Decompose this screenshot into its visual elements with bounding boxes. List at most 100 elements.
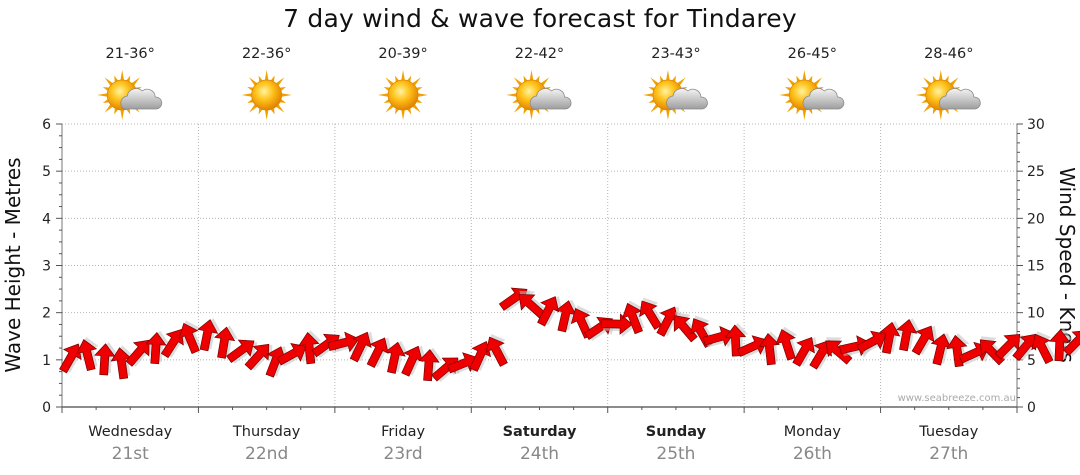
right-tick-label: 15 [1027,259,1045,275]
sun-ray [395,108,400,115]
wind-arrow [758,331,782,366]
cloud-shape [802,88,845,110]
sun-ray [650,77,659,86]
sun-ray [921,86,928,91]
wind-arrow-shape [621,302,643,335]
sun-ray [513,104,523,113]
sun-ray [279,86,287,91]
sun-ray [535,108,540,115]
temperature-range: 26-45° [788,46,837,62]
sun-ray [666,70,670,81]
sun-ray [248,104,258,113]
wind-arrow-shape [994,333,1021,360]
day-label: Wednesday [88,424,172,440]
wind-arrow [896,318,921,352]
day-date: 22nd [245,444,288,464]
day-label: Friday [381,424,425,440]
sun-ray [104,77,113,86]
wind-arrow-shape [384,341,406,374]
day-date: 26th [793,444,832,464]
wind-arrow-shape [94,343,116,376]
cloud-shape [120,88,163,110]
right-tick-label: 10 [1027,306,1045,322]
sun-ray [523,75,528,82]
wind-arrow [125,339,153,367]
sun-ray [401,109,405,120]
sun-ray [416,99,423,104]
wind-arrow [418,347,443,382]
wind-arrow-shape [879,321,901,354]
sun-ray [407,75,412,82]
wind-arrow-shape [825,340,853,365]
wind-arrow [366,337,392,368]
sun-ray [535,75,540,82]
sun-ray [808,108,813,115]
wind-arrow [349,331,375,363]
day-label: Tuesday [918,424,978,440]
chart-title: 7 day wind & wave forecast for Tindarey [283,4,797,33]
left-tick-label: 2 [42,306,51,322]
sun-ray [126,75,131,82]
wind-arrow-shape [758,333,780,366]
wind-arrow [639,297,664,330]
sun-ray [523,108,528,115]
day-date: 24th [520,444,559,464]
wind-arrow [600,313,635,338]
sun-ray [126,108,131,115]
sun-ray [131,77,140,86]
wind-arrow-shape [244,343,270,371]
left-tick-label: 4 [42,211,51,227]
wind-arrow-shape [1031,333,1054,365]
sun-ray [401,70,405,81]
day-label: Monday [784,424,842,440]
wind-arrow-shape [214,326,236,359]
wind-arrow-shape [1049,329,1071,362]
sun-ray [802,70,807,81]
wind-arrow-shape [555,300,577,333]
wind-arrow-shape [518,294,546,319]
wind-arrow-shape [537,296,560,327]
partly-cloudy-icon [506,70,572,120]
sun-ray [786,77,796,86]
sun-ray [378,93,389,97]
sun-ray [506,93,517,97]
wind-arrow [384,340,409,374]
sun-ray [275,104,285,113]
partly-cloudy-icon [97,70,163,120]
wind-arrow [178,320,202,354]
sun-ray [383,99,391,104]
sun-ray [258,75,263,82]
sun-ray [671,75,676,82]
cloud-shape [938,88,981,110]
sun-ray [666,109,670,120]
sun-ray [513,77,523,86]
sun-ray [412,104,421,113]
left-tick-label: 6 [42,117,51,133]
wind-arrow [994,333,1024,360]
wind-arrow [110,345,134,380]
sun-ray [270,75,275,82]
wind-arrow [555,299,580,333]
sun-ray [944,108,949,115]
left-tick-label: 1 [42,353,51,369]
sun-ray [104,104,113,113]
temperature-range: 22-42° [515,46,564,62]
temperature-range: 21-36° [106,46,155,62]
sunny-icon [378,70,429,120]
sun-ray [275,77,285,86]
wind-arrow-shape [911,325,935,356]
day-date: 27th [929,444,968,464]
sun-ray [416,86,423,91]
wind-arrow-shape [736,335,768,357]
right-tick-label: 5 [1027,353,1036,369]
wind-arrow [94,342,118,376]
wind-arrow-shape [125,339,150,367]
sun-ray [648,99,655,104]
sun-ray [385,77,394,86]
wind-arrow [485,333,510,367]
sun-ray [540,77,550,86]
sun-ray [279,99,287,104]
wind-arrow [1049,327,1073,362]
sun-ray [950,77,959,86]
sun-ray [281,93,292,97]
